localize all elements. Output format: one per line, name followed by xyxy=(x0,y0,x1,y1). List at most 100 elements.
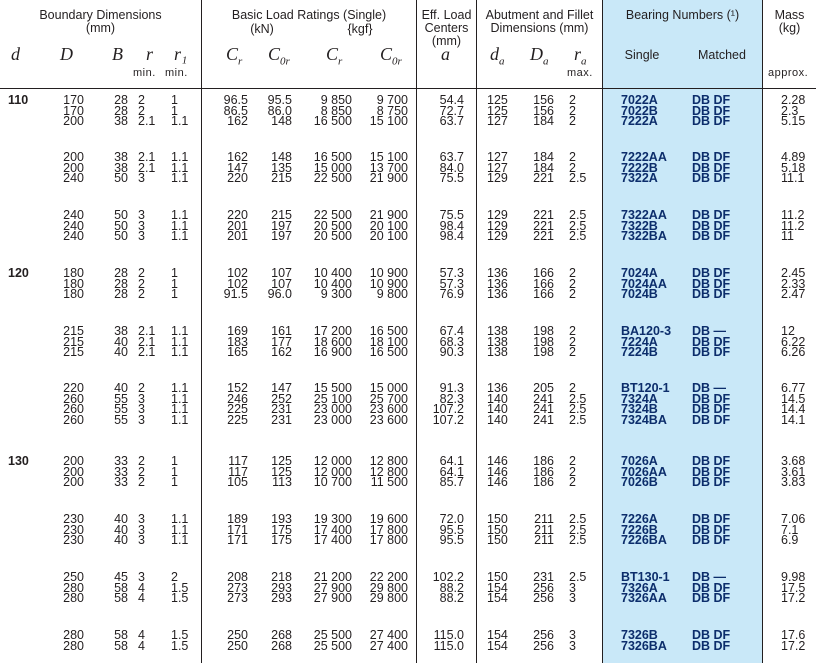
table-cell: 28 xyxy=(114,103,128,118)
table-cell: 7022A xyxy=(621,93,658,107)
table-cell: 2 xyxy=(569,324,576,338)
table-cell: 3 xyxy=(138,218,145,233)
table-cell: 10 700 xyxy=(313,475,352,490)
column-mass: 4.89 5.18 11.1 xyxy=(781,151,815,186)
table-cell: 28 xyxy=(114,276,128,291)
table-cell: 170 xyxy=(63,103,84,118)
table-cell: 252 xyxy=(271,391,292,406)
table-cell: 7324B xyxy=(621,402,658,417)
table-cell: 16 500 xyxy=(369,324,408,338)
table-cell: 183 xyxy=(227,334,248,349)
table-cell: 215 xyxy=(63,324,84,338)
table-cell: 98.4 xyxy=(439,218,464,233)
table-cell: 150 xyxy=(487,522,508,537)
column-r1: 1.1 1.1 1.1 xyxy=(171,151,201,184)
table-cell: 240 xyxy=(63,229,84,244)
table-cell: 166 xyxy=(533,276,554,291)
table-cell: 17.6 xyxy=(781,628,806,642)
table-cell: 146 xyxy=(487,475,508,490)
table-cell: 16 500 xyxy=(369,345,408,360)
table-cell: 98.4 xyxy=(439,229,464,244)
table-cell: 3 xyxy=(569,580,576,595)
table-cell: 260 xyxy=(63,412,84,427)
table-cell: 11.1 xyxy=(781,171,805,186)
table-cell: 10 900 xyxy=(369,276,408,291)
table-cell: 88.2 xyxy=(439,591,464,606)
symbol-cr-kgf: Cr xyxy=(326,44,343,68)
table-cell: 91.3 xyxy=(439,381,464,395)
column-c0r-kgf: 15 000 25 700 23 600 23 600 xyxy=(356,381,408,426)
table-cell: 55 xyxy=(114,391,128,406)
table-cell: 268 xyxy=(271,628,292,642)
table-cell: 2 xyxy=(569,114,576,129)
header-bearing-numbers: Bearing Numbers (¹) xyxy=(625,8,740,22)
table-cell: 16 500 xyxy=(313,150,352,164)
column-mass: 17.6 17.2 xyxy=(781,628,815,652)
table-cell: 7226A xyxy=(621,512,658,526)
table-cell: 12 xyxy=(781,324,795,338)
column-c0r-kgf: 15 100 13 700 21 900 xyxy=(356,150,408,184)
table-cell: 211 xyxy=(534,522,554,537)
table-cell: 1 xyxy=(171,475,178,490)
table-cell: 6.22 xyxy=(781,334,806,349)
table-cell: 1 xyxy=(171,266,178,280)
table-cell: 107.2 xyxy=(432,412,464,427)
table-cell: 17 800 xyxy=(369,522,408,537)
column-cr-kgf: 12 000 12 000 10 700 xyxy=(306,455,352,490)
table-cell: 136 xyxy=(487,381,508,395)
table-cell: 6.77 xyxy=(781,381,806,395)
column-Da: 156 156 184 xyxy=(528,94,554,127)
header-r-min: min. xyxy=(133,67,156,79)
table-cell: 45 xyxy=(114,570,128,584)
column-matched: DB DF DB DF DB DF xyxy=(692,267,752,300)
table-cell: 15 000 xyxy=(369,381,408,395)
table-cell: 171 xyxy=(227,533,248,548)
table-cell: 3.61 xyxy=(781,464,806,479)
table-cell: 230 xyxy=(63,533,84,548)
table-cell: 17 800 xyxy=(369,533,408,548)
table-cell: 136 xyxy=(487,287,508,302)
table-cell: 14.1 xyxy=(781,412,806,427)
table-cell: DB DF xyxy=(692,345,731,360)
table-cell: 13 700 xyxy=(369,160,408,175)
table-cell: 20 500 xyxy=(313,218,352,233)
table-cell: 1 xyxy=(171,464,178,479)
column-B: 33 33 33 xyxy=(100,455,128,488)
table-cell: 7322B xyxy=(621,218,658,233)
header-unit-kn: (kN) xyxy=(250,22,274,36)
column-single: 7024A 7024AA 7024B xyxy=(621,267,689,300)
table-cell: 193 xyxy=(271,512,292,526)
column-D: 170 170 200 xyxy=(40,93,84,127)
column-ra: 2.5 2.5 2.5 xyxy=(569,513,599,546)
table-cell: 148 xyxy=(271,150,292,164)
column-Da: 221 221 221 xyxy=(528,209,554,242)
table-cell: 220 xyxy=(63,381,84,395)
table-cell: 14.4 xyxy=(781,402,806,417)
table-cell: 50 xyxy=(114,229,128,244)
table-cell: 50 xyxy=(114,171,128,186)
table-cell: DB DF xyxy=(692,638,731,653)
table-cell: 86.0 xyxy=(267,103,292,118)
header-single: Single xyxy=(624,48,660,62)
table-cell: DB DF xyxy=(692,522,731,537)
table-cell: 197 xyxy=(271,229,292,244)
table-cell: 161 xyxy=(271,324,292,338)
column-cr-kn: 169 183 165 xyxy=(210,325,248,358)
table-cell: 72.0 xyxy=(439,512,464,526)
symbol-ra: ra xyxy=(574,44,587,68)
column-Da: 231 256 256 xyxy=(528,571,554,604)
table-cell: 29 800 xyxy=(369,591,408,606)
table-cell: 170 xyxy=(63,93,84,107)
table-cell: 6.9 xyxy=(781,533,799,548)
table-cell: 4 xyxy=(138,628,145,642)
table-cell: 25 100 xyxy=(313,391,352,406)
table-cell: 96.5 xyxy=(223,93,248,107)
column-mass: 12 6.22 6.26 xyxy=(781,324,815,358)
table-cell: 166 xyxy=(533,266,554,280)
table-cell: 230 xyxy=(63,522,84,537)
divider-bearing-numbers xyxy=(762,0,763,663)
table-cell: 7.1 xyxy=(781,522,799,537)
table-cell: 246 xyxy=(227,391,248,406)
table-cell: 15 100 xyxy=(369,150,408,164)
